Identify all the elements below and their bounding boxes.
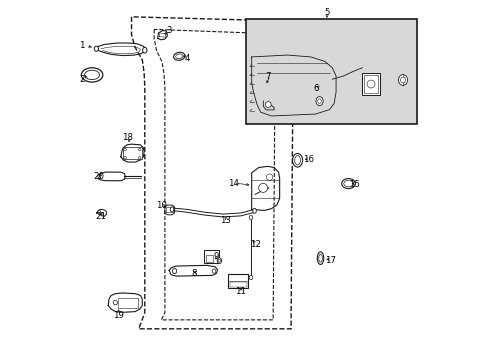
Text: 13: 13 — [220, 216, 231, 225]
Ellipse shape — [318, 254, 322, 262]
Text: 9: 9 — [213, 252, 218, 261]
Bar — [165, 207, 173, 212]
Bar — [118, 298, 138, 308]
Text: 18: 18 — [122, 133, 133, 142]
Ellipse shape — [98, 174, 101, 179]
Ellipse shape — [81, 68, 102, 82]
Text: 17: 17 — [325, 256, 335, 265]
Text: 14: 14 — [227, 179, 238, 188]
Text: 10: 10 — [156, 201, 166, 210]
Ellipse shape — [138, 157, 141, 159]
Text: 20: 20 — [94, 172, 104, 181]
Ellipse shape — [218, 259, 220, 262]
Ellipse shape — [294, 156, 300, 165]
Text: 15: 15 — [349, 180, 360, 189]
Ellipse shape — [317, 252, 323, 265]
Bar — [229, 282, 246, 287]
Ellipse shape — [123, 148, 126, 151]
Text: 2: 2 — [80, 75, 85, 84]
Ellipse shape — [217, 258, 221, 264]
Ellipse shape — [258, 183, 267, 192]
Ellipse shape — [172, 269, 176, 274]
Text: 21: 21 — [95, 212, 106, 221]
Text: 1: 1 — [79, 41, 84, 50]
Text: 12: 12 — [249, 240, 260, 249]
Ellipse shape — [94, 46, 99, 51]
Ellipse shape — [249, 275, 252, 280]
Text: 8: 8 — [191, 269, 197, 278]
Ellipse shape — [400, 77, 405, 83]
Ellipse shape — [266, 174, 272, 180]
Ellipse shape — [133, 301, 137, 305]
Ellipse shape — [142, 47, 147, 53]
Text: 3: 3 — [166, 26, 172, 35]
Text: 19: 19 — [113, 311, 123, 320]
Ellipse shape — [175, 54, 183, 59]
Ellipse shape — [398, 75, 407, 85]
Ellipse shape — [98, 211, 101, 214]
Text: 16: 16 — [302, 155, 313, 164]
Ellipse shape — [123, 157, 126, 159]
Ellipse shape — [343, 180, 352, 187]
Ellipse shape — [317, 99, 321, 103]
Bar — [246, 19, 416, 125]
Bar — [205, 255, 212, 262]
Bar — [228, 274, 247, 288]
Text: 7: 7 — [265, 72, 271, 81]
Bar — [364, 76, 377, 93]
Ellipse shape — [341, 179, 355, 189]
Bar — [362, 73, 379, 95]
Text: 11: 11 — [234, 287, 245, 296]
Text: 5: 5 — [324, 8, 329, 17]
Bar — [204, 249, 218, 263]
Ellipse shape — [170, 207, 174, 212]
Ellipse shape — [265, 102, 271, 107]
Ellipse shape — [366, 80, 374, 88]
Ellipse shape — [113, 301, 117, 305]
Ellipse shape — [292, 153, 302, 167]
Ellipse shape — [84, 70, 100, 80]
Bar — [123, 147, 142, 159]
Text: 6: 6 — [313, 84, 318, 93]
Ellipse shape — [249, 216, 252, 220]
Ellipse shape — [212, 269, 215, 273]
Ellipse shape — [315, 96, 323, 105]
Text: 4: 4 — [184, 54, 189, 63]
Ellipse shape — [138, 148, 141, 151]
Ellipse shape — [173, 52, 184, 60]
Ellipse shape — [252, 208, 256, 213]
